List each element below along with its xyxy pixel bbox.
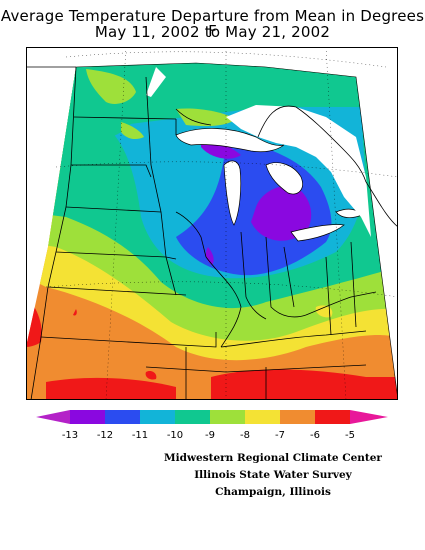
legend-bin [210,410,245,424]
legend-label: -9 [205,430,215,441]
canada-no-data [226,105,371,237]
state-boundaries [30,66,377,400]
graticule [45,47,398,400]
map-title: Average Temperature Departure from Mean … [0,7,425,40]
credit-survey: Illinois State Water Survey [194,469,352,481]
legend-label: -10 [167,430,183,441]
canada-border [26,66,398,228]
credit-organization: Midwestern Regional Climate Center [164,452,382,464]
legend-label: -13 [62,430,78,441]
legend-label: -7 [275,430,285,441]
legend-label: -8 [240,430,250,441]
legend-label: -5 [345,430,355,441]
legend-bin [140,410,175,424]
credit-location: Champaign, Illinois [215,486,331,498]
legend-bin [175,410,210,424]
legend-bin [245,410,280,424]
legend-label: -6 [310,430,320,441]
legend-label: -11 [132,430,148,441]
great-lakes [175,128,363,242]
legend-bin [280,410,315,424]
legend-bin [70,410,105,424]
legend-arrow-left [36,410,70,424]
color-scale-legend: -13 -12 -11 -10 -9 -8 -7 -6 -5 [36,410,388,441]
legend-arrow-right [350,410,388,424]
data-edge [75,62,398,400]
legend-label: -12 [97,430,113,441]
legend-bin [105,410,140,424]
map-subtitle-dates: May 11, 2002 to May 21, 2002 [94,23,331,41]
legend-bin [315,410,350,424]
temperature-departure-map [26,47,398,400]
